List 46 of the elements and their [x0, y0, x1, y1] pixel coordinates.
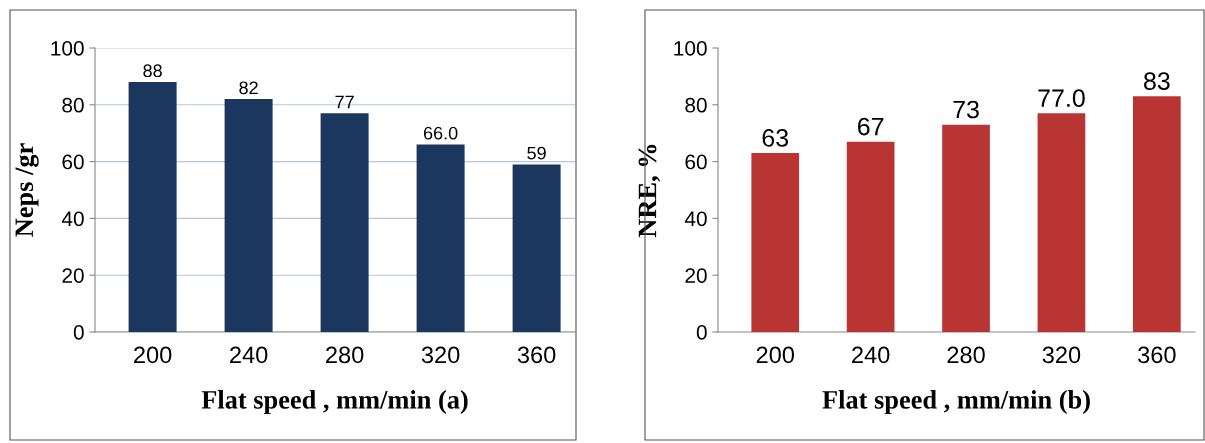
y-tick-label: 0	[696, 325, 707, 340]
x-tick-label: 200	[134, 346, 172, 364]
bar	[846, 141, 895, 332]
y-tick-label: 20	[685, 268, 707, 283]
text: 82	[239, 81, 258, 95]
y-tick-label: 80	[685, 97, 707, 113]
y-tick-label: 40	[684, 211, 707, 227]
bar	[1132, 96, 1181, 332]
text: 63	[762, 129, 789, 147]
bar	[1037, 113, 1086, 332]
y-tick-label: 100	[51, 41, 84, 56]
bar	[128, 82, 177, 332]
x-axis-title: Flat speed , mm/min (a)	[201, 390, 468, 415]
y-tick-label: 20	[62, 268, 84, 283]
text: 83	[1144, 72, 1170, 90]
bar	[751, 153, 800, 332]
text: 67	[858, 117, 884, 136]
text: 88	[143, 64, 162, 78]
bar	[416, 144, 465, 332]
x-tick-label: 200	[756, 346, 795, 364]
bar	[942, 124, 990, 332]
x-axis-title: Flat speed , mm/min (b)	[822, 390, 1090, 415]
text: 77	[335, 95, 354, 109]
x-tick-label: 280	[947, 346, 985, 364]
y-tick-label: 60	[62, 154, 84, 170]
bar	[224, 99, 273, 332]
x-tick-label: 240	[852, 346, 890, 364]
y-tick-label: 60	[685, 154, 707, 170]
x-tick-label: 280	[326, 346, 364, 364]
x-tick-label: 360	[517, 346, 556, 364]
y-tick-label: 80	[62, 97, 84, 113]
bar	[512, 164, 561, 332]
x-tick-label: 240	[230, 346, 268, 364]
text: 66.0	[423, 126, 458, 140]
y-axis-title: Neps /gr	[15, 143, 39, 237]
y-tick-label: 100	[674, 41, 707, 56]
y-tick-label: 40	[61, 211, 84, 227]
bar	[320, 113, 369, 332]
x-tick-label: 320	[1042, 346, 1081, 364]
x-tick-label: 360	[1138, 346, 1176, 364]
text: 77.0	[1038, 89, 1085, 107]
x-tick-label: 320	[421, 346, 460, 364]
y-tick-label: 0	[73, 325, 84, 340]
y-axis-title: NRE, %	[638, 144, 661, 238]
text: 59	[527, 146, 546, 160]
text: 73	[953, 100, 979, 119]
